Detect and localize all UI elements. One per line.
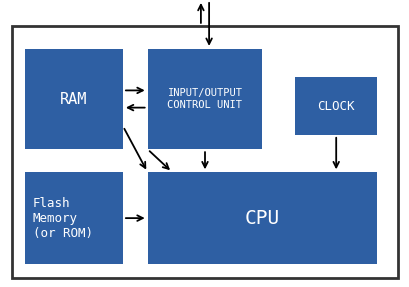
Bar: [12, 26, 397, 278]
Text: Flash
Memory
(or ROM): Flash Memory (or ROM): [33, 197, 92, 240]
Text: INPUT/OUTPUT
CONTROL UNIT: INPUT/OUTPUT CONTROL UNIT: [167, 88, 242, 110]
Bar: [147, 172, 376, 264]
Text: RAM: RAM: [60, 92, 87, 106]
Text: CLOCK: CLOCK: [317, 100, 354, 113]
Bar: [147, 49, 262, 149]
Bar: [25, 172, 123, 264]
Text: CPU: CPU: [244, 209, 279, 228]
Bar: [25, 49, 123, 149]
Bar: [294, 77, 376, 135]
